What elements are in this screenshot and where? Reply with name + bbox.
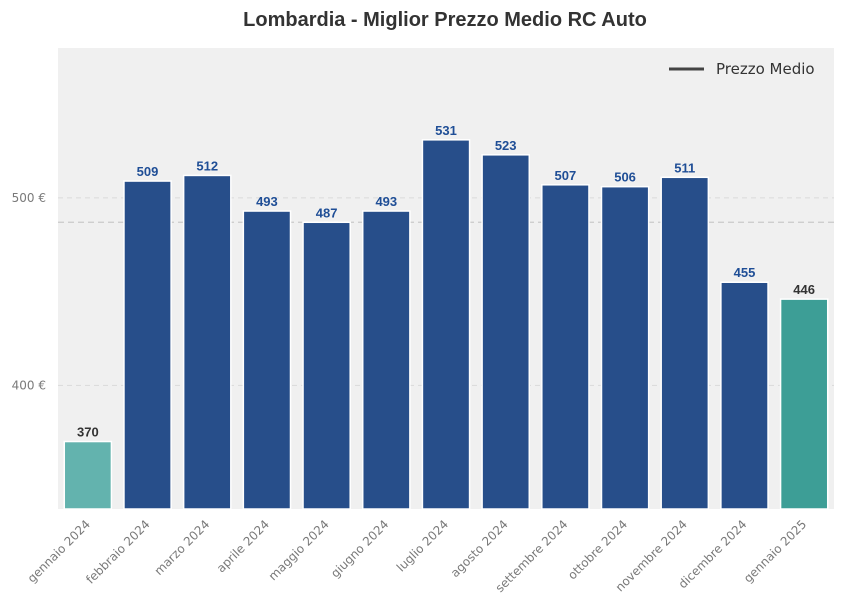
value-label-5: 487 — [316, 205, 338, 220]
value-labels: 370 509 512 493 487 493 531 523 507 506 511 455 446 — [77, 123, 815, 440]
x-tick-label-8: agosto 2024 — [448, 517, 511, 580]
legend-label-prezzo-medio: Prezzo Medio — [716, 60, 815, 78]
bar-2 — [123, 180, 172, 510]
bar-9 — [541, 184, 590, 510]
y-tick-label-400: 400 € — [12, 378, 46, 392]
x-tick-label-13: gennaio 2025 — [741, 517, 809, 585]
value-label-6: 493 — [375, 194, 397, 209]
bar-13 — [779, 298, 829, 510]
bar-3 — [182, 174, 232, 510]
bar-6 — [361, 210, 411, 510]
value-label-2: 509 — [137, 164, 159, 179]
y-axis-ticks: 400 € 500 € — [12, 191, 46, 392]
legend: Prezzo Medio — [669, 60, 815, 78]
x-tick-label-5: maggio 2024 — [266, 517, 332, 583]
x-tick-label-3: marzo 2024 — [152, 517, 213, 578]
value-label-13: 446 — [793, 282, 815, 297]
chart-title: Lombardia - Miglior Prezzo Medio RC Auto — [243, 9, 647, 31]
x-tick-label-6: giugno 2024 — [328, 517, 391, 580]
bar-5 — [302, 221, 351, 510]
bar-4 — [242, 210, 292, 510]
bar-10 — [600, 185, 650, 510]
y-tick-label-500: 500 € — [12, 191, 46, 205]
x-tick-label-4: aprile 2024 — [214, 517, 272, 575]
x-tick-label-2: febbraio 2024 — [83, 517, 152, 586]
x-tick-label-1: gennaio 2024 — [25, 517, 93, 585]
value-label-7: 531 — [435, 123, 457, 138]
bar-12 — [720, 281, 769, 510]
bar-8 — [481, 154, 531, 510]
bars — [63, 139, 829, 510]
bar-7 — [421, 139, 471, 510]
value-label-1: 370 — [77, 425, 99, 440]
value-label-4: 493 — [256, 194, 278, 209]
x-tick-label-10: ottobre 2024 — [565, 517, 630, 582]
value-label-12: 455 — [734, 265, 756, 280]
x-tick-label-7: luglio 2024 — [394, 517, 451, 574]
value-label-3: 512 — [196, 158, 218, 173]
value-label-9: 507 — [555, 168, 577, 183]
value-label-8: 523 — [495, 138, 517, 153]
bar-1 — [63, 440, 113, 510]
value-label-11: 511 — [674, 160, 695, 175]
bar-11 — [660, 176, 710, 510]
value-label-10: 506 — [614, 170, 636, 185]
